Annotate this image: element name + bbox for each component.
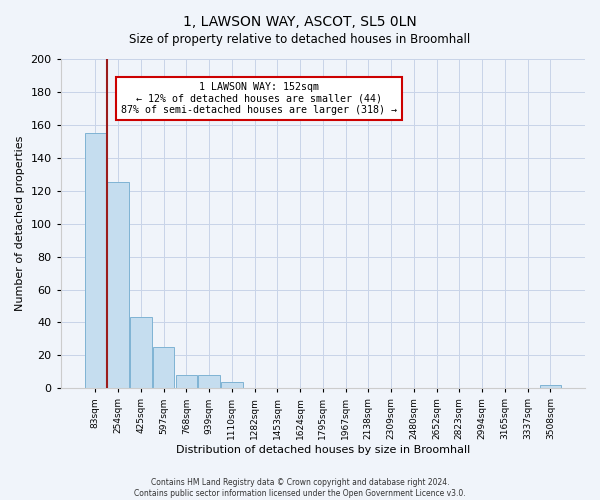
Bar <box>153 347 175 389</box>
Text: Contains HM Land Registry data © Crown copyright and database right 2024.
Contai: Contains HM Land Registry data © Crown c… <box>134 478 466 498</box>
Bar <box>221 382 242 388</box>
Bar <box>198 375 220 388</box>
Text: 1 LAWSON WAY: 152sqm
← 12% of detached houses are smaller (44)
87% of semi-detac: 1 LAWSON WAY: 152sqm ← 12% of detached h… <box>121 82 397 116</box>
Text: Size of property relative to detached houses in Broomhall: Size of property relative to detached ho… <box>130 32 470 46</box>
Bar <box>176 375 197 388</box>
Bar <box>107 182 129 388</box>
Text: 1, LAWSON WAY, ASCOT, SL5 0LN: 1, LAWSON WAY, ASCOT, SL5 0LN <box>183 15 417 29</box>
X-axis label: Distribution of detached houses by size in Broomhall: Distribution of detached houses by size … <box>176 445 470 455</box>
Bar <box>539 385 561 388</box>
Y-axis label: Number of detached properties: Number of detached properties <box>15 136 25 312</box>
Bar <box>85 133 106 388</box>
Bar <box>130 318 152 388</box>
